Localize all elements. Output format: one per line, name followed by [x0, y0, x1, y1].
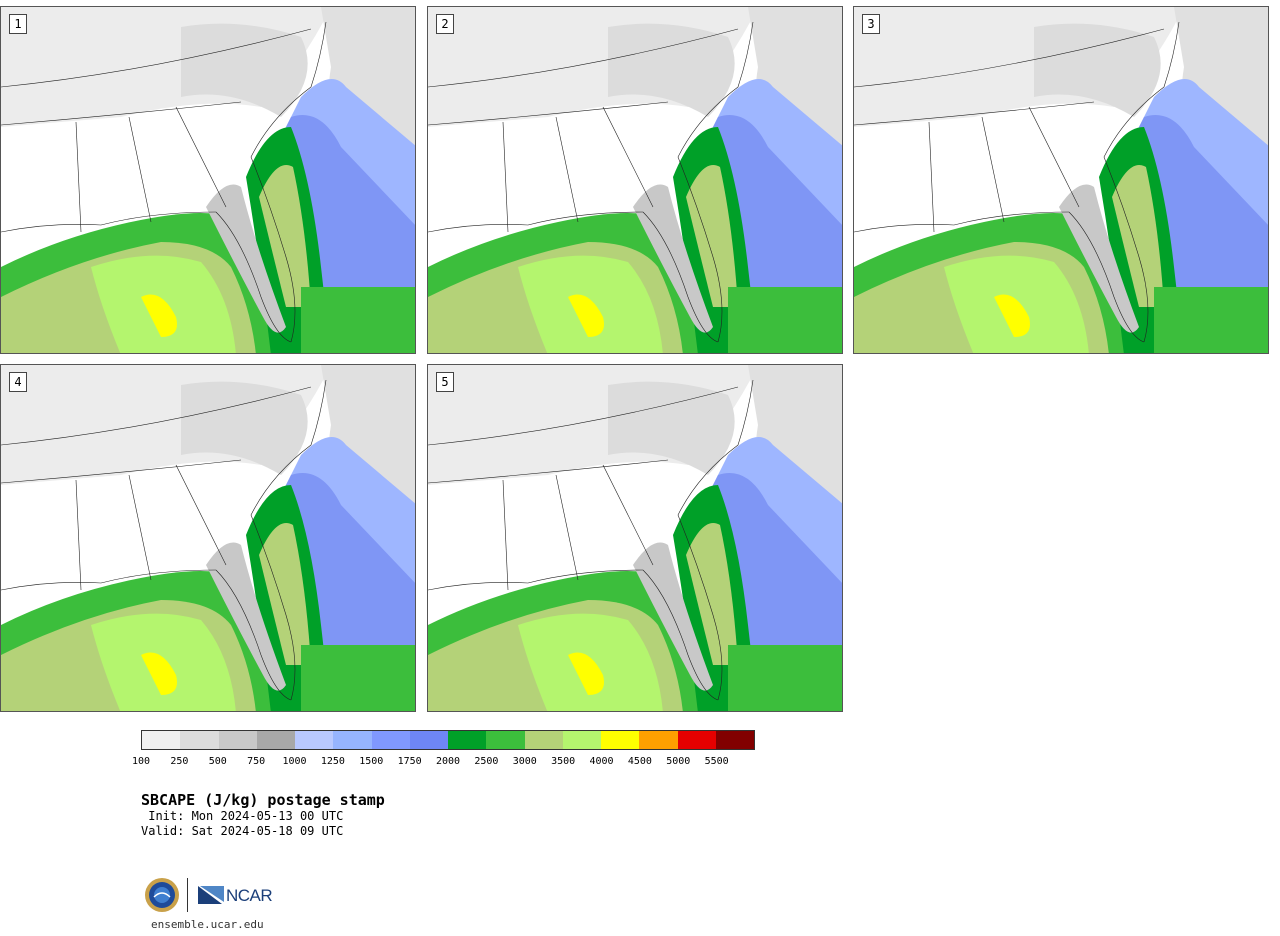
sbcape-map: [428, 7, 842, 353]
nsf-seal-icon: [145, 878, 179, 912]
forecast-panel-member-2: 2: [427, 6, 843, 354]
colorbar-tick-label: 750: [247, 756, 266, 767]
colorbar-tick-label: 5500: [704, 756, 729, 767]
forecast-panel-member-1: 1: [0, 6, 416, 354]
panel-number-label: 2: [436, 14, 454, 34]
ncar-logo-icon: [198, 886, 224, 904]
sponsor-logos: NCAR: [144, 876, 284, 916]
colorbar-tick-label: 250: [170, 756, 189, 767]
ncar-logo-text: NCAR: [226, 886, 273, 905]
colorbar-swatch: [562, 731, 601, 749]
colorbar-swatch: [256, 731, 295, 749]
colorbar-swatch: [180, 731, 219, 749]
sbcape-map: [854, 7, 1268, 353]
forecast-panel-member-4: 4: [0, 364, 416, 712]
colorbar-swatch: [218, 731, 257, 749]
colorbar-swatch: [142, 731, 181, 749]
panel-number-label: 5: [436, 372, 454, 392]
colorbar-tick-label: 2000: [435, 756, 461, 767]
colorbar-tick-label: 2500: [474, 756, 499, 767]
site-url: ensemble.ucar.edu: [151, 918, 264, 931]
colorbar-tick-label: 3000: [512, 756, 537, 767]
colorbar-tick-label: 1500: [359, 756, 384, 767]
panel-number-label: 1: [9, 14, 27, 34]
colorbar-swatch: [524, 731, 563, 749]
sbcape-map: [1, 365, 415, 711]
colorbar-swatch: [295, 731, 334, 749]
colorbar-swatch: [677, 731, 716, 749]
forecast-panel-member-3: 3: [853, 6, 1269, 354]
colorbar-tick-label: 3500: [551, 756, 576, 767]
panel-number-label: 3: [862, 14, 880, 34]
product-title: SBCAPE (J/kg) postage stamp: [141, 791, 385, 809]
sbcape-colorbar: [141, 730, 755, 750]
colorbar-tick-label: 1000: [282, 756, 307, 767]
colorbar-ticks: 100 250 500 750 1000 1250 1500 1750 2000 2500 3000…: [132, 756, 755, 770]
colorbar-swatch: [333, 731, 372, 749]
forecast-panel-member-5: 5: [427, 364, 843, 712]
valid-time: Valid: Sat 2024-05-18 09 UTC: [141, 824, 344, 838]
colorbar-tick-label: 5000: [666, 756, 691, 767]
colorbar-swatch: [715, 731, 754, 749]
init-time: Init: Mon 2024-05-13 00 UTC: [141, 809, 344, 823]
colorbar-swatch: [371, 731, 410, 749]
sbcape-map: [1, 7, 415, 353]
panel-number-label: 4: [9, 372, 27, 392]
colorbar-swatch: [448, 731, 487, 749]
sbcape-map: [428, 365, 842, 711]
colorbar-tick-label: 4000: [589, 756, 614, 767]
colorbar-tick-label: 1750: [397, 756, 422, 767]
colorbar-tick-label: 100: [131, 756, 151, 767]
colorbar-tick-label: 4500: [627, 756, 652, 767]
colorbar-swatch: [409, 731, 448, 749]
colorbar-swatch: [639, 731, 678, 749]
logo-divider: [187, 878, 188, 912]
colorbar-swatch: [486, 731, 525, 749]
colorbar-swatch: [601, 731, 640, 749]
colorbar-tick-label: 500: [208, 756, 227, 767]
colorbar-tick-label: 1250: [320, 756, 345, 767]
